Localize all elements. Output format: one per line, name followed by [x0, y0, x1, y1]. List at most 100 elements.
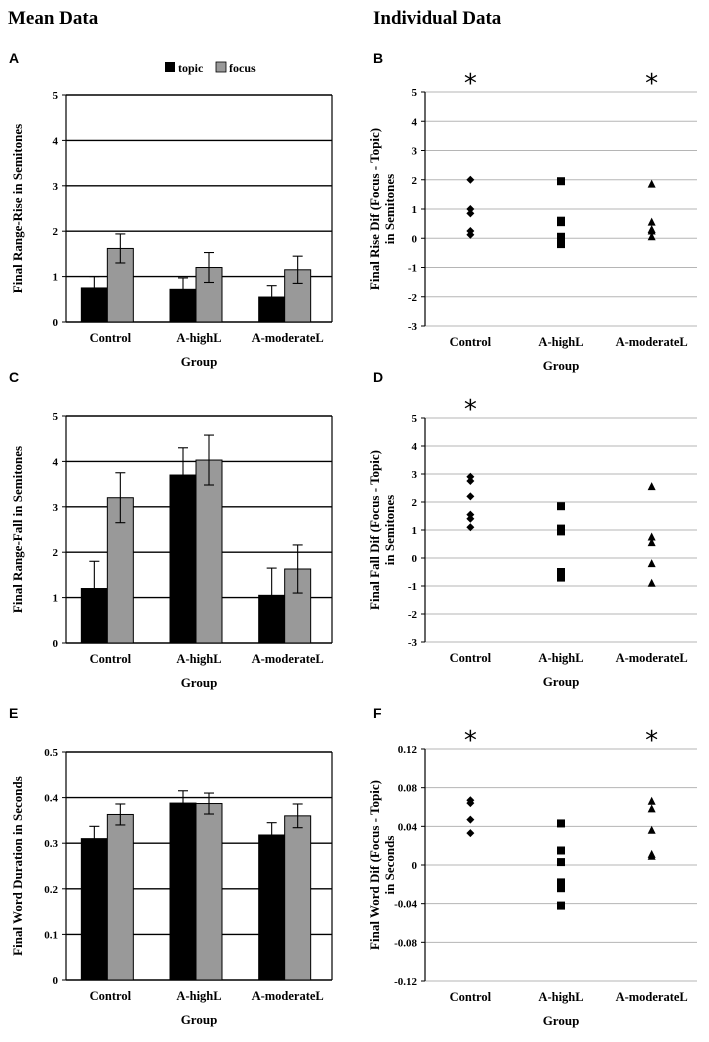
bar-focus-a-highl [195, 459, 223, 644]
x-category-label: A-moderateL [616, 335, 688, 349]
panel-a: A 0 1 2 3 4 5 Control A-highL A-moderateL Group Fin… [9, 50, 333, 369]
y-axis-title-line1: Final Rise Dif (Focus - Topic) [367, 128, 382, 290]
y-tick-label: 0 [53, 317, 59, 329]
y-tick-label: 0.3 [44, 838, 58, 850]
y-tick-label: 4 [412, 116, 418, 128]
panel-d: D -3 -2 -1 0 1 2 3 4 5 Control A-highL A-moderateL Gr… [367, 369, 697, 689]
panel-label-f: F [373, 705, 382, 721]
point-diamond [466, 209, 475, 218]
x-category-label: Control [450, 651, 492, 665]
point-square [557, 901, 565, 910]
point-square [557, 858, 565, 867]
x-category-label: A-highL [176, 989, 221, 1003]
y-tick-label: 4 [412, 441, 418, 453]
point-triangle [647, 538, 656, 547]
point-triangle [647, 482, 656, 491]
x-category-label: A-moderateL [616, 651, 688, 665]
y-tick-label: 2 [412, 175, 418, 187]
bar-focus-a-moderatel [284, 815, 312, 981]
x-category-label: A-highL [538, 990, 583, 1004]
y-tick-label: 0.08 [398, 783, 418, 795]
y-axis-title-line1: Final Fall Dif (Focus - Topic) [367, 450, 382, 610]
x-category-label: Control [90, 331, 132, 345]
panel-b: B -3 -2 -1 0 1 2 3 4 5 Control A-highL A-moderateL Gr… [367, 50, 697, 373]
x-category-label: A-moderateL [616, 990, 688, 1004]
y-tick-label: 1 [412, 204, 418, 216]
y-tick-label: 3 [412, 146, 418, 158]
x-category-label: Control [90, 989, 132, 1003]
y-tick-label: -0.08 [394, 937, 417, 949]
point-triangle [647, 804, 656, 813]
x-category-label: A-moderateL [252, 331, 324, 345]
point-triangle [647, 217, 656, 226]
y-tick-label: 0 [53, 975, 59, 987]
panel-label-e: E [9, 705, 18, 721]
y-axis-title: Final Range-Fall in Semitones [10, 446, 25, 613]
y-tick-label: 0.12 [398, 744, 418, 756]
y-axis-title-line2: in Semitones [382, 174, 397, 244]
point-diamond [466, 829, 475, 838]
panel-label-c: C [9, 369, 19, 385]
y-tick-label: -1 [408, 581, 417, 593]
point-square [557, 527, 565, 536]
x-category-label: Control [90, 652, 132, 666]
y-tick-label: 0 [412, 233, 418, 245]
y-tick-label: 5 [53, 90, 59, 102]
x-axis-title: Group [181, 1012, 218, 1027]
point-square [557, 573, 565, 582]
y-tick-label: 4 [53, 456, 59, 468]
bar-focus-a-highl [195, 803, 223, 981]
panel-label-a: A [9, 50, 19, 66]
y-tick-label: 2 [53, 547, 59, 559]
point-square [557, 884, 565, 893]
y-tick-label: -3 [408, 321, 418, 333]
point-diamond [466, 492, 475, 501]
y-axis-title: Final Range-Rise in Semitones [10, 124, 25, 293]
y-tick-label: 0.4 [44, 793, 58, 805]
point-diamond [466, 510, 475, 519]
y-tick-label: 3 [53, 181, 59, 193]
x-category-label: A-highL [176, 652, 221, 666]
bar-focus-control [106, 813, 134, 981]
x-category-label: Control [450, 990, 492, 1004]
panels: A 0 1 2 3 4 5 Control A-highL A-moderateL Group Fin… [9, 50, 697, 1028]
significance-star: * [464, 69, 477, 99]
panel-e: E 0 0.1 0.2 0.3 0.4 0.5 Control A-highL A-moderat… [9, 705, 333, 1027]
header-individual-data: Individual Data [373, 8, 502, 29]
x-category-label: A-highL [176, 331, 221, 345]
significance-star: * [645, 726, 658, 756]
point-square [557, 177, 565, 186]
point-triangle [647, 851, 656, 860]
y-tick-label: 1 [53, 272, 59, 284]
y-tick-label: 2 [53, 226, 59, 238]
y-tick-label: -0.04 [394, 899, 417, 911]
panel-c: C 0 1 2 3 4 5 Control A-highL A-moderateL Group Fin… [9, 369, 333, 690]
point-triangle [647, 825, 656, 834]
x-axis-title: Group [543, 358, 580, 373]
significance-star: * [464, 726, 477, 756]
y-tick-label: -0.12 [394, 976, 417, 988]
point-triangle [647, 559, 656, 568]
y-tick-label: 2 [412, 497, 418, 509]
point-triangle [647, 232, 656, 241]
y-tick-label: 0 [412, 553, 418, 565]
x-category-label: A-highL [538, 335, 583, 349]
y-tick-label: 0 [412, 860, 418, 872]
header-mean-data: Mean Data [8, 8, 99, 29]
significance-star: * [645, 69, 658, 99]
y-tick-label: 1 [53, 593, 59, 605]
point-square [557, 846, 565, 855]
panel-f: F -0.12 -0.08 -0.04 0 0.04 0.08 0.12 Control A-hi… [367, 705, 697, 1028]
y-tick-label: 0 [53, 638, 59, 650]
point-triangle [647, 532, 656, 541]
bar-topic-a-moderatel [258, 834, 286, 981]
legend-swatch-focus [215, 61, 227, 73]
point-diamond [466, 799, 475, 808]
bar-topic-control [80, 838, 108, 981]
legend-swatch-topic [165, 62, 175, 72]
y-tick-label: 3 [412, 469, 418, 481]
legend-label-topic: topic [178, 61, 204, 75]
y-axis-title: Final Word Duration in Seconds [10, 776, 25, 956]
point-square [557, 240, 565, 249]
